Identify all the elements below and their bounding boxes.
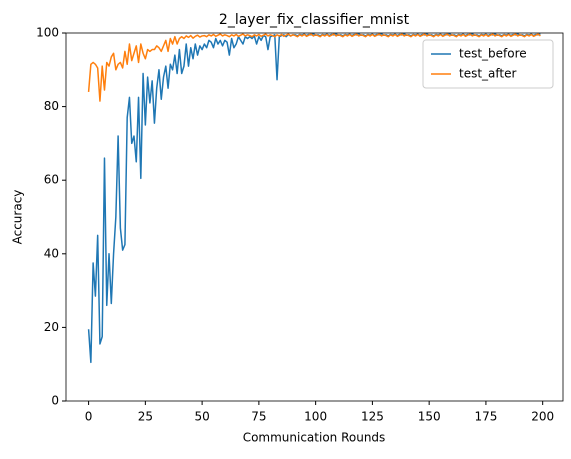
- x-tick-label: 75: [251, 410, 266, 424]
- x-tick-label: 200: [531, 410, 554, 424]
- x-axis-label: Communication Rounds: [243, 431, 386, 445]
- legend-label: test_after: [459, 67, 517, 81]
- x-tick-label: 50: [194, 410, 209, 424]
- x-tick-label: 125: [361, 410, 384, 424]
- legend-box: [422, 39, 554, 89]
- y-axis-label: Accuracy: [11, 190, 25, 245]
- x-tick-label: 100: [304, 410, 327, 424]
- y-tick-label: 100: [36, 26, 59, 40]
- y-tick-label: 40: [44, 246, 59, 260]
- x-tick-label: 25: [138, 410, 153, 424]
- y-tick-label: 20: [44, 320, 59, 334]
- chart-title: 2_layer_fix_classifier_mnist: [219, 12, 410, 28]
- plot-frame: [65, 32, 564, 402]
- y-tick-label: 80: [44, 99, 59, 113]
- y-tick-label: 60: [44, 173, 59, 187]
- series-line: [87, 33, 541, 102]
- x-tick-label: 150: [418, 410, 441, 424]
- legend-label: test_before: [459, 47, 527, 61]
- x-tick-label: 175: [474, 410, 497, 424]
- y-tick-label: 0: [51, 394, 59, 408]
- x-tick-label: 0: [85, 410, 93, 424]
